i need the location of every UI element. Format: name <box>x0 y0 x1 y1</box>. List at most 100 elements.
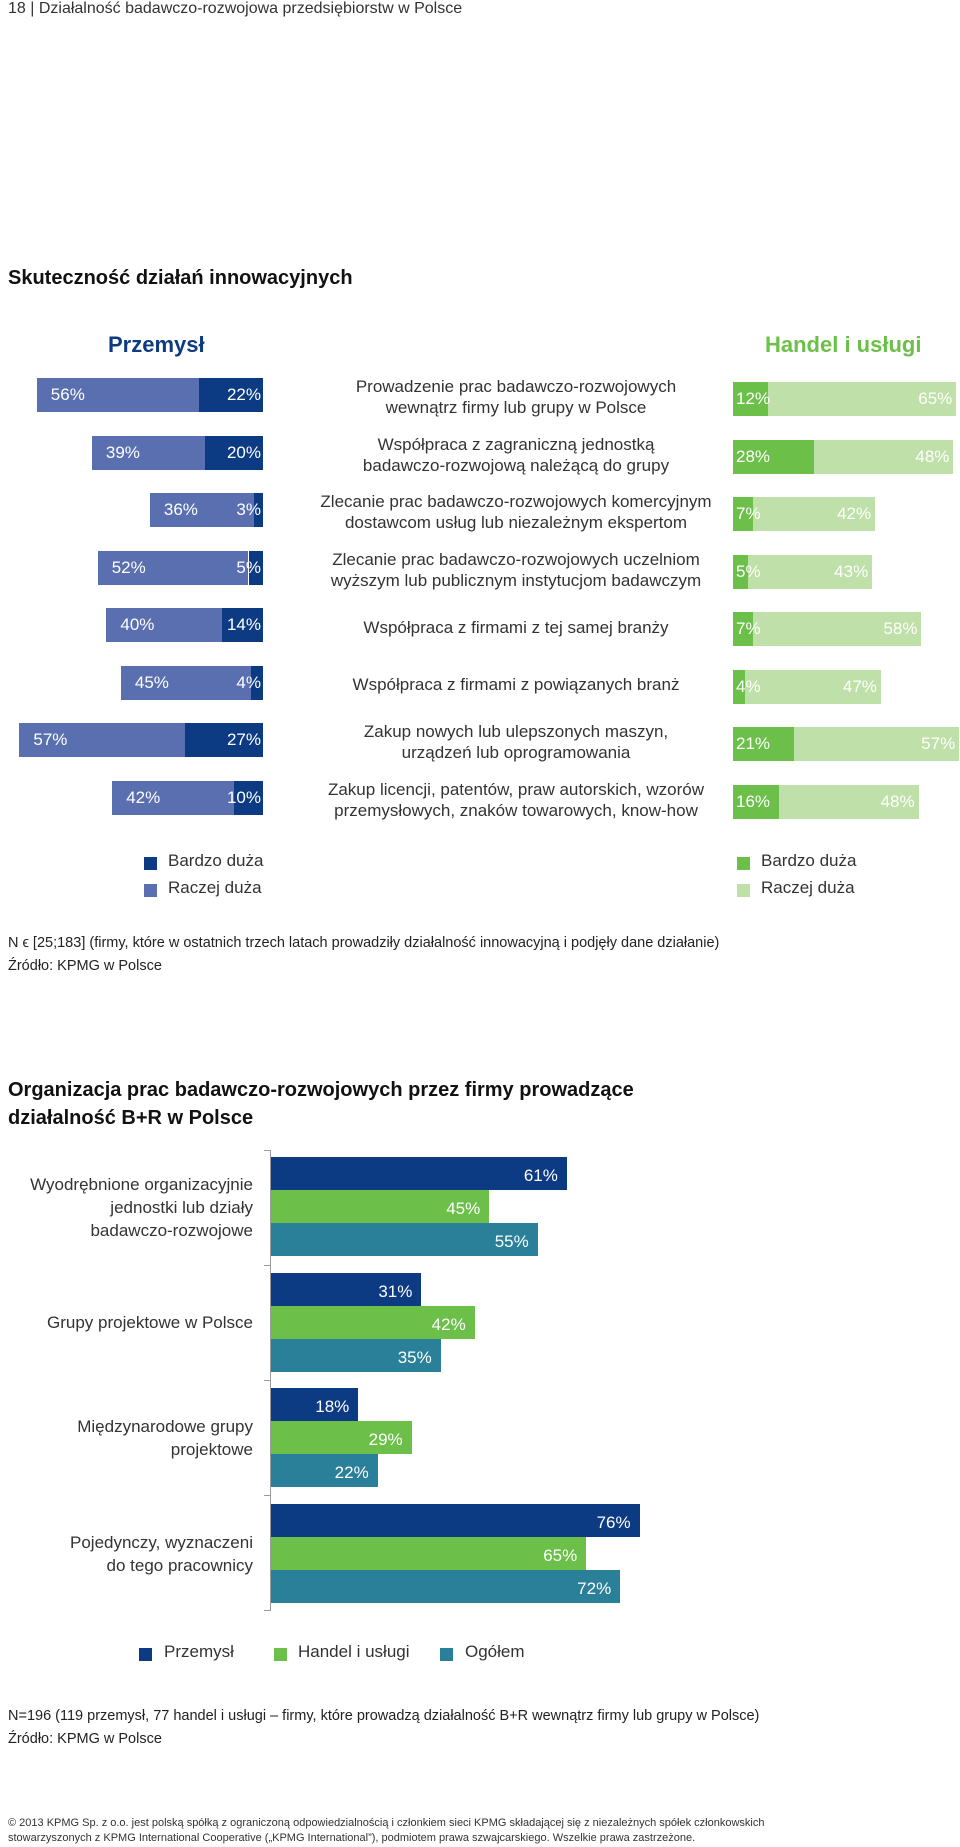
footer-line-2: stowarzyszonych z KPMG International Coo… <box>8 1832 696 1844</box>
industry-bar-very-high <box>199 378 263 412</box>
trade-bar-very-high <box>733 554 748 589</box>
category-label-line: Zakup licencji, patentów, praw autorskic… <box>327 779 705 799</box>
category-label: Prowadzenie prac badawczo-rozwojowych wew… <box>296 376 736 418</box>
bar-ogolem <box>271 1223 538 1256</box>
legend-label-ogolem: Ogółem <box>465 1642 525 1661</box>
trade-value-rather-high: 42% <box>837 504 872 523</box>
group-label: Międzynarodowe grupy projektowe <box>8 1415 253 1461</box>
bar-przemysl <box>271 1272 422 1306</box>
trade-value-very-high: 21% <box>736 734 771 753</box>
category-label-line: przemysłowych, znaków towarowych, know-h… <box>334 800 698 820</box>
category-label: Współpraca z firmami z powiązanych branż <box>296 674 736 695</box>
category-label: Współpraca z zagraniczną jednostką badawc… <box>296 434 736 476</box>
group-label-line: Wyodrębnione organizacyjnie <box>30 1174 253 1194</box>
legend-label-trade-rather-high: Raczej duża <box>761 878 855 897</box>
trade-bar-rather-high <box>753 497 876 531</box>
legend-label-industry-rather-high: Raczej duża <box>168 878 262 897</box>
value-label: 18% <box>315 1397 350 1416</box>
value-label: 76% <box>596 1512 631 1532</box>
footer-line-1: © 2013 KPMG Sp. z o.o. jest polską spółk… <box>8 1817 765 1829</box>
industry-value-rather-high: 40% <box>120 615 155 634</box>
group-label: Pojedynczy, wyznaczeni do tego pracownicy <box>8 1531 253 1577</box>
chart2-axis-tick <box>264 1150 271 1151</box>
industry-value-rather-high: 36% <box>163 500 198 519</box>
bar-handel <box>271 1305 475 1339</box>
trade-bar-rather-high <box>814 439 954 474</box>
value-label: 55% <box>494 1232 529 1251</box>
legend-label-przemysl: Przemysł <box>164 1642 234 1661</box>
trade-value-very-high: 7% <box>736 619 761 638</box>
trade-value-very-high: 4% <box>736 676 761 696</box>
trade-bar-rather-high <box>767 382 957 416</box>
trade-value-rather-high: 43% <box>834 561 869 581</box>
industry-bar-very-high <box>184 723 263 757</box>
chart1-trade-title: Handel i usługi <box>765 332 922 357</box>
category-label: Zlecanie prac badawczo-rozwojowych uczel… <box>296 549 736 591</box>
industry-bar-rather-high <box>112 780 234 815</box>
chart2-axis-tick <box>264 1495 271 1496</box>
legend-swatch-trade-very-high <box>737 857 750 870</box>
bar-przemysl <box>271 1157 567 1190</box>
industry-value-very-high: 5% <box>236 557 261 577</box>
trade-value-rather-high: 58% <box>883 619 918 638</box>
bar-przemysl <box>271 1388 359 1421</box>
value-label: 42% <box>431 1314 466 1334</box>
category-label-line: badawczo-rozwojową należącą do grupy <box>362 455 670 475</box>
trade-bar-rather-high <box>779 784 919 819</box>
bar-handel <box>271 1190 490 1223</box>
trade-value-rather-high: 65% <box>918 389 953 408</box>
chart2-source: Źródło: KPMG w Polsce <box>8 1731 162 1747</box>
trade-value-rather-high: 57% <box>921 734 956 753</box>
industry-value-rather-high: 42% <box>126 787 161 807</box>
legend-swatch-przemysl <box>139 1648 152 1661</box>
chart2-axis-tick <box>264 1265 271 1266</box>
industry-bar-rather-high <box>19 723 185 757</box>
industry-bar-very-high <box>205 435 263 470</box>
category-label-line: Zlecanie prac badawczo-rozwojowych komer… <box>320 492 712 511</box>
trade-value-very-high: 7% <box>736 504 761 523</box>
industry-value-rather-high: 45% <box>134 672 169 692</box>
trade-bar-rather-high <box>747 554 873 589</box>
industry-value-rather-high: 56% <box>50 385 85 404</box>
legend-swatch-industry-very-high <box>144 857 157 870</box>
industry-value-very-high: 27% <box>226 730 261 749</box>
chart1-note: N ϵ [25;183] (firmy, które w ostatnich t… <box>8 935 720 951</box>
value-label: 45% <box>446 1199 481 1218</box>
group-label-line: projektowe <box>170 1440 253 1459</box>
bar-przemysl <box>271 1503 640 1537</box>
group-label-line: jednostki lub działy <box>110 1197 253 1217</box>
trade-bar-very-high <box>733 382 768 416</box>
legend-label-industry-very-high: Bardzo duża <box>168 851 264 870</box>
industry-bar-rather-high <box>149 493 255 527</box>
trade-bar-rather-high <box>753 612 922 646</box>
category-label: Zakup licencji, patentów, praw autorskic… <box>296 779 736 821</box>
category-label-line: Prowadzenie prac badawczo-rozwojowych <box>355 377 677 396</box>
industry-value-very-high: 14% <box>226 615 261 634</box>
industry-bar-rather-high <box>36 378 200 412</box>
category-label-line: wyższym lub publicznym instytucjom badaw… <box>330 570 702 590</box>
bar-handel <box>271 1536 587 1570</box>
industry-bar-rather-high <box>106 608 223 642</box>
value-label: 31% <box>378 1281 413 1301</box>
category-label-line: Współpraca z firmami z tej samej branży <box>363 617 669 637</box>
industry-bar-very-high <box>248 550 263 585</box>
trade-value-rather-high: 47% <box>842 676 877 696</box>
chart1-industry-title: Przemysł <box>108 332 205 357</box>
value-label: 72% <box>577 1578 612 1598</box>
industry-value-very-high: 4% <box>236 672 261 692</box>
legend-swatch-handel <box>274 1648 287 1661</box>
trade-bar-very-high <box>733 439 815 474</box>
value-label: 65% <box>543 1545 578 1565</box>
trade-bar-rather-high <box>744 669 881 704</box>
chart2-title-line2: działalność B+R w Polsce <box>8 1107 254 1129</box>
category-label-line: Zlecanie prac badawczo-rozwojowych uczel… <box>332 549 700 569</box>
industry-value-very-high: 20% <box>226 442 261 462</box>
group-label-line: Grupy projektowe w Polsce <box>47 1313 253 1332</box>
trade-bar-very-high <box>733 612 754 646</box>
value-label: 22% <box>334 1463 369 1482</box>
trade-bar-very-high <box>733 784 780 819</box>
category-label-line: urządzeń lub oprogramowania <box>401 743 631 762</box>
industry-bar-rather-high <box>120 665 252 700</box>
category-label: Współpraca z firmami z tej samej branży <box>296 617 736 638</box>
page-header: 18 | Działalność badawczo-rozwojowa prze… <box>8 0 463 17</box>
